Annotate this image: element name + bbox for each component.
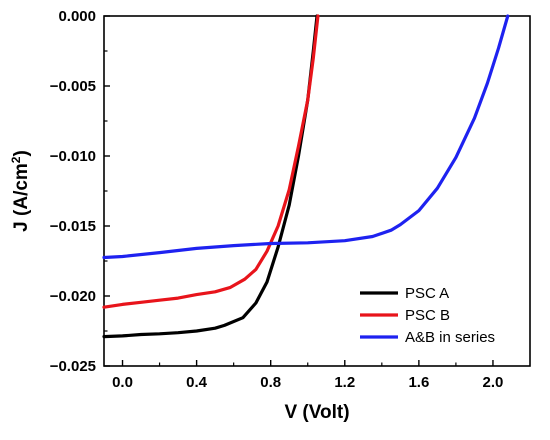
y-tick-label: 0.000 <box>58 8 96 25</box>
x-tick-label: 1.2 <box>334 374 355 391</box>
legend-label: PSC A <box>405 285 449 302</box>
y-axis-title-close: ) <box>11 150 32 156</box>
x-tick-label: 0.0 <box>112 374 133 391</box>
y-tick-label: −0.020 <box>50 288 96 305</box>
y-axis: 0.000 −0.005 −0.010 −0.015 −0.020 −0.025 <box>50 8 110 375</box>
series-line <box>102 14 510 260</box>
x-axis: 0.0 0.4 0.8 1.2 1.6 2.0 <box>112 360 503 391</box>
legend-label: PSC B <box>405 307 450 324</box>
y-axis-title-superscript: 2 <box>9 156 23 163</box>
y-tick-label: −0.010 <box>50 148 96 165</box>
plot-area <box>102 14 531 367</box>
legend-label: A&B in series <box>405 329 495 346</box>
y-axis-title-main: J (A/cm <box>11 163 32 232</box>
y-tick-label: −0.005 <box>50 78 96 95</box>
series-layer <box>102 14 510 339</box>
y-tick-label: −0.025 <box>50 358 96 375</box>
plot-frame <box>103 15 531 367</box>
x-tick-label: 0.8 <box>260 374 281 391</box>
x-axis-title: V (Volt) <box>284 402 349 423</box>
y-axis-title: J (A/cm2) <box>9 150 32 232</box>
legend: PSC A PSC B A&B in series <box>360 285 495 346</box>
x-tick-label: 0.4 <box>186 374 208 391</box>
y-tick-label: −0.015 <box>50 218 96 235</box>
series-line <box>102 14 319 339</box>
x-tick-label: 1.6 <box>408 374 429 391</box>
x-tick-label: 2.0 <box>483 374 504 391</box>
series-line <box>102 14 320 309</box>
